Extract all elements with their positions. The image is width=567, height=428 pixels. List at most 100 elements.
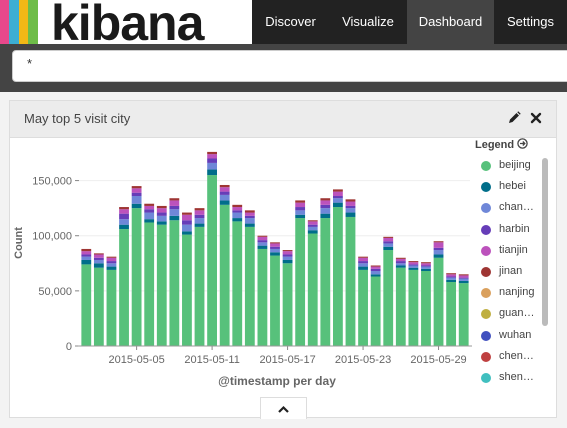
bar-segment[interactable] [93,259,104,264]
bar-segment[interactable] [93,257,104,260]
bar-segment[interactable] [282,256,293,260]
bar-segment[interactable] [119,229,129,346]
bar-segment[interactable] [320,204,331,209]
bar-segment[interactable] [446,282,457,346]
bar-segment[interactable] [81,251,92,255]
bar-segment[interactable] [333,207,343,346]
bar-segment[interactable] [144,219,155,223]
bar-segment[interactable] [232,210,243,213]
bar-segment[interactable] [433,257,444,346]
bar-segment[interactable] [169,209,180,216]
bar-segment[interactable] [106,266,117,270]
bar-segment[interactable] [119,207,129,210]
bar-segment[interactable] [370,265,381,267]
bar-segment[interactable] [421,268,431,272]
bar-segment[interactable] [458,275,469,278]
bar-segment[interactable] [295,207,306,211]
bar-segment[interactable] [244,223,255,227]
bar-segment[interactable] [232,212,243,219]
bar-segment[interactable] [93,254,104,258]
bar-segment[interactable] [345,208,356,213]
bar-segment[interactable] [307,230,318,234]
bar-segment[interactable] [446,273,457,275]
bar-segment[interactable] [219,194,230,201]
nav-discover[interactable]: Discover [265,14,316,29]
bar-segment[interactable] [156,208,167,213]
bar-segment[interactable] [182,214,192,221]
bar-segment[interactable] [207,151,217,155]
bar-segment[interactable] [244,226,255,346]
bar-segment[interactable] [358,269,368,346]
bar-segment[interactable] [81,254,92,257]
bar-segment[interactable] [358,256,368,258]
bar-segment[interactable] [295,202,306,208]
bar-segment[interactable] [169,220,180,346]
bar-segment[interactable] [93,263,104,268]
bar-segment[interactable] [244,210,255,213]
bar-segment[interactable] [232,207,243,211]
bar-segment[interactable] [333,196,343,199]
bar-segment[interactable] [270,255,280,346]
bar-segment[interactable] [370,266,381,269]
nav-dashboard[interactable]: Dashboard [407,0,494,44]
bar-segment[interactable] [270,242,280,244]
bar-segment[interactable] [295,214,306,219]
bar-segment[interactable] [131,203,142,209]
bar-segment[interactable] [370,274,381,277]
bar-segment[interactable] [244,212,255,216]
bar-segment[interactable] [207,162,217,170]
bar-segment[interactable] [458,278,469,281]
bar-segment[interactable] [358,257,368,262]
bar-segment[interactable] [131,196,142,204]
bar-segment[interactable] [395,261,406,264]
bar-segment[interactable] [345,212,356,217]
bar-segment[interactable] [345,199,356,202]
bar-segment[interactable] [345,205,356,209]
bar-segment[interactable] [106,261,117,264]
bar-segment[interactable] [81,259,92,265]
bar-segment[interactable] [295,218,306,346]
bar-segment[interactable] [307,224,318,227]
bar-segment[interactable] [421,271,431,346]
bar-segment[interactable] [270,243,280,247]
bar-segment[interactable] [156,221,167,225]
bar-segment[interactable] [395,265,406,268]
bar-segment[interactable] [333,198,343,203]
bar-segment[interactable] [433,250,444,255]
bar-segment[interactable] [194,214,205,219]
bar-segment[interactable] [458,274,469,276]
bar-segment[interactable] [257,248,268,346]
bar-segment[interactable] [106,257,117,262]
bar-segment[interactable] [119,219,129,225]
bar-segment[interactable] [383,236,394,238]
bar-segment[interactable] [307,226,318,231]
bar-segment[interactable] [257,235,268,237]
bar-segment[interactable] [106,263,117,267]
bar-segment[interactable] [257,242,268,246]
nav-visualize[interactable]: Visualize [342,14,394,29]
bar-segment[interactable] [408,262,419,265]
bar-segment[interactable] [320,198,331,201]
bar-segment[interactable] [144,205,155,210]
bar-segment[interactable] [458,283,469,346]
bar-segment[interactable] [156,215,167,222]
legend-scrollbar[interactable] [542,158,548,326]
bar-segment[interactable] [232,221,243,346]
bar-segment[interactable] [358,261,368,264]
bar-segment[interactable] [307,221,318,225]
bar-segment[interactable] [370,268,381,272]
bar-segment[interactable] [333,202,343,208]
bar-segment[interactable] [232,218,243,222]
bar-segment[interactable] [182,220,192,225]
bar-segment[interactable] [358,266,368,270]
collapse-toggle[interactable] [260,397,307,419]
bar-segment[interactable] [131,188,142,193]
bar-segment[interactable] [257,240,268,243]
bar-segment[interactable] [207,158,217,163]
bar-segment[interactable] [408,265,419,268]
bar-segment[interactable] [383,246,394,251]
bar-segment[interactable] [446,274,457,277]
bar-segment[interactable] [81,248,92,252]
bar-segment[interactable] [320,213,331,219]
bar-segment[interactable] [194,226,205,346]
